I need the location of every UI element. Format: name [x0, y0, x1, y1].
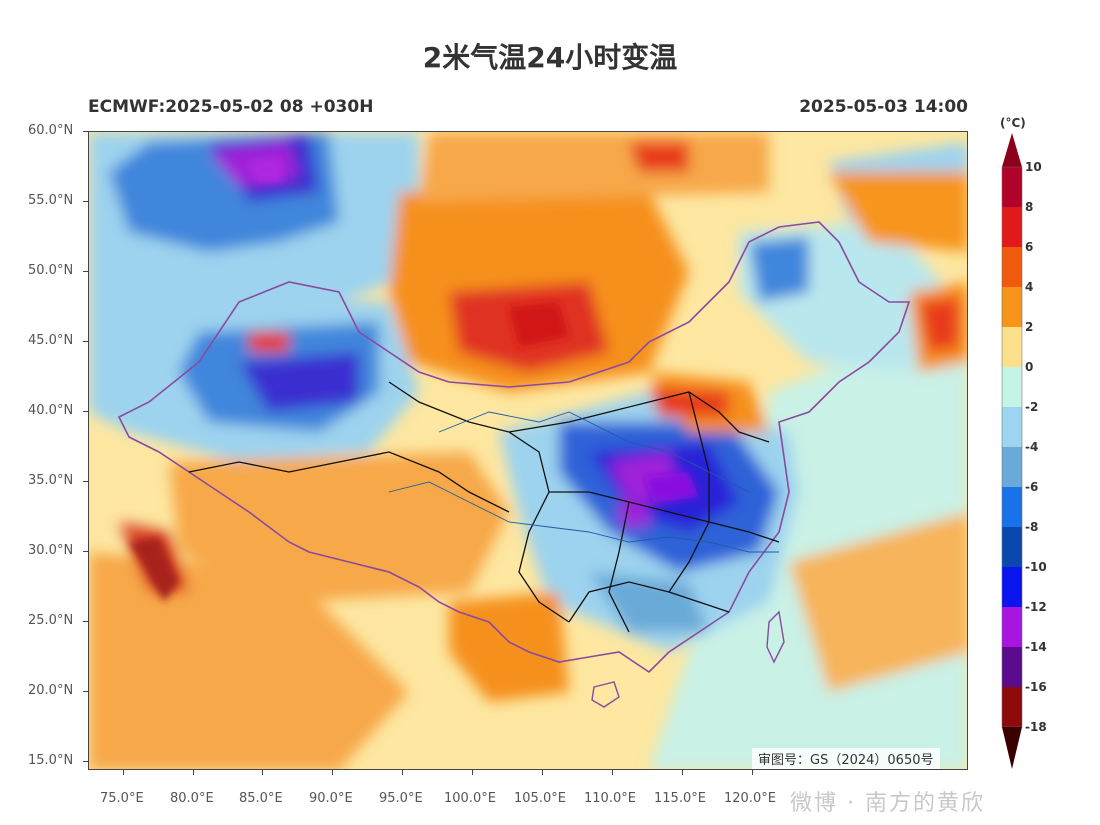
lon-tick — [123, 770, 124, 775]
lon-tick — [682, 770, 683, 775]
lon-tick — [612, 770, 613, 775]
lon-tick — [752, 770, 753, 775]
colorbar-label-0: 0 — [1025, 360, 1034, 374]
colorbar-band — [1002, 567, 1022, 607]
colorbar-band — [1002, 527, 1022, 567]
lat-label-35n: 35.0°N — [28, 473, 74, 488]
valid-time-label: 2025-05-03 14:00 — [799, 97, 968, 117]
lon-label-100e: 100.0°E — [444, 791, 496, 806]
lon-label-85e: 85.0°E — [239, 791, 283, 806]
colorbar-label-6: 6 — [1025, 240, 1034, 254]
colorbar-band — [1002, 687, 1022, 727]
colorbar-label-4: 4 — [1025, 280, 1034, 294]
colorbar-label-10: 10 — [1025, 160, 1042, 174]
colorbar-label-neg4: -4 — [1025, 440, 1039, 454]
lat-tick — [83, 481, 88, 482]
colorbar-band — [1002, 207, 1022, 247]
colorbar-band — [1002, 447, 1022, 487]
lat-label-55n: 55.0°N — [28, 193, 74, 208]
colorbar-label-neg16: -16 — [1025, 680, 1047, 694]
colorbar-label-neg18: -18 — [1025, 720, 1047, 734]
lon-label-120e: 120.0°E — [724, 791, 776, 806]
lat-tick — [83, 691, 88, 692]
colorbar-band — [1002, 327, 1022, 367]
rivers — [388, 411, 779, 553]
lat-label-15n: 15.0°N — [28, 753, 74, 768]
temperature-change-field — [89, 132, 967, 769]
lon-tick — [402, 770, 403, 775]
colorbar-label-2: 2 — [1025, 320, 1034, 334]
colorbar-label-neg6: -6 — [1025, 480, 1039, 494]
lat-label-30n: 30.0°N — [28, 543, 74, 558]
colorbar-band — [1002, 607, 1022, 647]
colorbar-label-8: 8 — [1025, 200, 1034, 214]
colorbar — [1001, 133, 1023, 769]
hainan-outline — [591, 681, 620, 708]
lat-label-25n: 25.0°N — [28, 613, 74, 628]
lat-tick — [83, 621, 88, 622]
lat-label-60n: 60.0°N — [28, 123, 74, 138]
colorbar-band — [1002, 367, 1022, 407]
lon-tick — [262, 770, 263, 775]
province-borders — [188, 381, 780, 633]
colorbar-unit: (°C) — [1000, 116, 1026, 130]
map-field-svg — [89, 132, 967, 769]
colorbar-band — [1002, 167, 1022, 207]
map-approval-number: 审图号：GS（2024）0650号 — [752, 748, 940, 769]
lat-tick — [83, 271, 88, 272]
colorbar-band — [1002, 487, 1022, 527]
lat-label-20n: 20.0°N — [28, 683, 74, 698]
colorbar-bottom-arrow — [1002, 727, 1022, 769]
taiwan-outline — [766, 610, 785, 664]
colorbar-bands — [1001, 166, 1023, 728]
lon-tick — [332, 770, 333, 775]
lat-tick — [83, 201, 88, 202]
colorbar-band — [1002, 407, 1022, 447]
lon-label-105e: 105.0°E — [514, 791, 566, 806]
temperature-change-map — [88, 131, 968, 770]
lat-tick — [83, 131, 88, 132]
lat-label-50n: 50.0°N — [28, 263, 74, 278]
lon-label-110e: 110.0°E — [584, 791, 636, 806]
colorbar-label-neg8: -8 — [1025, 520, 1039, 534]
lat-tick — [83, 411, 88, 412]
colorbar-label-neg2: -2 — [1025, 400, 1039, 414]
colorbar-band — [1002, 247, 1022, 287]
lat-tick — [83, 341, 88, 342]
lon-tick — [472, 770, 473, 775]
lon-label-95e: 95.0°E — [379, 791, 423, 806]
lon-tick — [193, 770, 194, 775]
lat-tick — [83, 761, 88, 762]
lat-tick — [83, 551, 88, 552]
map-title: 2米气温24小时变温 — [422, 41, 678, 74]
lon-label-90e: 90.0°E — [309, 791, 353, 806]
lat-label-45n: 45.0°N — [28, 333, 74, 348]
model-run-label: ECMWF:2025-05-02 08 +030H — [88, 97, 374, 117]
lon-label-75e: 75.0°E — [100, 791, 144, 806]
country-border — [117, 221, 911, 674]
lon-label-80e: 80.0°E — [170, 791, 214, 806]
colorbar-top-arrow — [1002, 133, 1022, 167]
colorbar-label-neg10: -10 — [1025, 560, 1047, 574]
colorbar-band — [1002, 647, 1022, 687]
colorbar-band — [1002, 287, 1022, 327]
colorbar-label-neg12: -12 — [1025, 600, 1047, 614]
lon-tick — [542, 770, 543, 775]
lat-label-40n: 40.0°N — [28, 403, 74, 418]
field-details — [129, 157, 699, 602]
watermark: 微博 · 南方的黄欣 — [790, 791, 985, 816]
colorbar-label-neg14: -14 — [1025, 640, 1047, 654]
lon-label-115e: 115.0°E — [654, 791, 706, 806]
